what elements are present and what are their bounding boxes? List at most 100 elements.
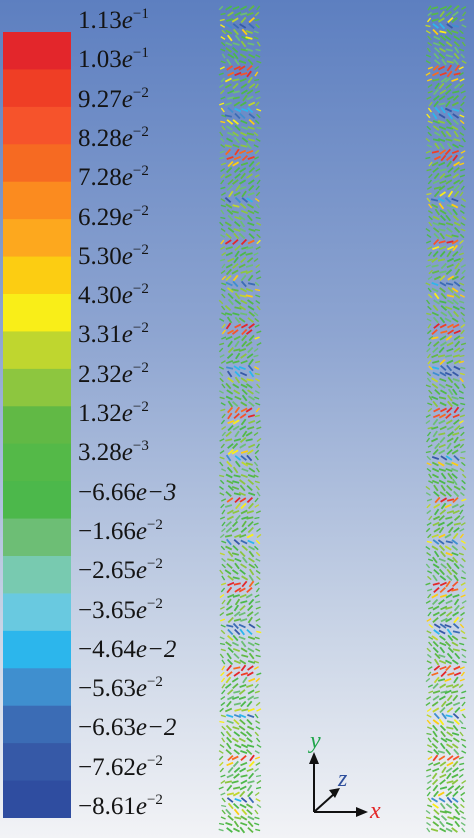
velocity-vector-arrow bbox=[451, 17, 458, 23]
velocity-vector-arrow bbox=[232, 442, 239, 450]
velocity-vector-arrow bbox=[440, 130, 447, 138]
velocity-vector-arrow bbox=[461, 60, 467, 64]
velocity-vector-arrow bbox=[233, 412, 240, 420]
velocity-vector-arrow bbox=[234, 743, 242, 749]
legend-color-swatch bbox=[3, 368, 71, 407]
velocity-vector-arrow bbox=[459, 162, 465, 166]
velocity-vector-arrow bbox=[445, 701, 453, 707]
velocity-vector-arrow bbox=[427, 359, 432, 365]
velocity-vector-arrow bbox=[451, 467, 459, 473]
velocity-vector-arrow bbox=[439, 377, 447, 383]
velocity-vector-arrow bbox=[227, 484, 234, 492]
velocity-vector-arrow bbox=[453, 574, 459, 582]
velocity-vector-arrow bbox=[239, 767, 247, 773]
velocity-vector-arrow bbox=[434, 82, 440, 90]
x-axis-label: x bbox=[369, 798, 381, 824]
velocity-vector-arrow bbox=[226, 287, 234, 293]
velocity-vector-arrow bbox=[232, 23, 240, 29]
velocity-vector-arrow bbox=[425, 72, 431, 76]
velocity-vector-arrow bbox=[439, 611, 447, 617]
velocity-vector-arrow bbox=[241, 520, 247, 528]
legend-color-swatch bbox=[3, 32, 71, 71]
velocity-vector-arrow bbox=[248, 17, 255, 23]
velocity-vector-arrow bbox=[460, 53, 465, 59]
velocity-vector-arrow bbox=[221, 29, 227, 35]
velocity-vector-arrow bbox=[451, 690, 459, 694]
velocity-vector-arrow bbox=[226, 736, 233, 744]
legend-color-swatch bbox=[3, 630, 71, 669]
velocity-vector-arrow bbox=[428, 161, 433, 167]
velocity-vector-arrow bbox=[446, 484, 453, 492]
legend-color-swatch bbox=[3, 518, 71, 557]
velocity-vector-arrow bbox=[453, 335, 461, 341]
velocity-vector-arrow bbox=[446, 185, 454, 191]
velocity-vector-arrow bbox=[460, 797, 465, 803]
velocity-vector-arrow bbox=[221, 468, 227, 472]
velocity-vector-arrow bbox=[446, 406, 453, 414]
velocity-vector-arrow bbox=[220, 36, 226, 40]
velocity-vector-arrow bbox=[459, 407, 465, 413]
velocity-vector-arrow bbox=[221, 737, 226, 743]
velocity-vector-arrow bbox=[233, 492, 242, 496]
velocity-vector-arrow bbox=[220, 714, 226, 718]
velocity-vector-arrow bbox=[232, 544, 239, 552]
velocity-vector-arrow bbox=[254, 750, 260, 754]
velocity-vector-arrow bbox=[453, 35, 461, 41]
velocity-vector-arrow bbox=[240, 527, 248, 533]
velocity-vector-arrow bbox=[431, 18, 439, 22]
velocity-vector-arrow bbox=[454, 652, 461, 660]
velocity-vector-arrow bbox=[427, 35, 432, 41]
velocity-vector-arrow bbox=[452, 630, 461, 634]
velocity-vector-arrow bbox=[460, 366, 466, 370]
velocity-vector-arrow bbox=[459, 678, 465, 682]
velocity-vector-arrow bbox=[219, 516, 226, 520]
velocity-vector-arrow bbox=[425, 60, 431, 64]
velocity-vector-arrow bbox=[246, 197, 254, 203]
velocity-vector-arrow bbox=[256, 803, 262, 809]
velocity-vector-arrow bbox=[459, 509, 464, 515]
velocity-vector-arrow bbox=[234, 708, 242, 712]
velocity-vector-arrow bbox=[232, 791, 240, 797]
velocity-vector-arrow bbox=[432, 467, 440, 473]
velocity-vector-arrow bbox=[221, 323, 226, 329]
velocity-vector-arrow bbox=[427, 588, 433, 592]
velocity-vector-arrow bbox=[233, 389, 241, 395]
velocity-vector-arrow bbox=[246, 149, 254, 155]
velocity-vector-arrow bbox=[247, 317, 254, 323]
velocity-vector-arrow bbox=[438, 245, 447, 251]
velocity-vector-arrow bbox=[234, 340, 240, 348]
velocity-vector-arrow bbox=[432, 245, 440, 251]
velocity-vector-arrow bbox=[428, 480, 434, 484]
velocity-vector-arrow bbox=[433, 748, 440, 756]
velocity-vector-arrow bbox=[452, 173, 460, 179]
velocity-vector-arrow bbox=[221, 575, 226, 581]
legend-tick-label: 8.28e−2 bbox=[78, 123, 149, 152]
legend-tick-label: −8.61e−2 bbox=[78, 792, 163, 820]
velocity-vector-arrow bbox=[240, 5, 248, 11]
velocity-vector-arrow bbox=[238, 365, 246, 371]
velocity-vector-arrow bbox=[444, 371, 452, 377]
velocity-vector-arrow bbox=[220, 258, 226, 262]
velocity-vector-arrow bbox=[232, 143, 240, 149]
velocity-vector-arrow bbox=[254, 336, 260, 340]
velocity-vector-arrow bbox=[220, 107, 225, 113]
velocity-vector-arrow bbox=[220, 269, 226, 275]
velocity-vector-arrow bbox=[445, 413, 452, 419]
velocity-vector-arrow bbox=[256, 527, 261, 533]
velocity-vector-arrow bbox=[220, 780, 226, 784]
velocity-vector-arrow bbox=[231, 695, 240, 701]
velocity-vector-arrow bbox=[221, 336, 227, 340]
velocity-vector-arrow bbox=[221, 252, 227, 256]
velocity-vector-arrow bbox=[256, 383, 261, 389]
velocity-vector-arrow bbox=[444, 689, 452, 695]
velocity-vector-arrow bbox=[445, 233, 453, 239]
velocity-vector-arrow bbox=[432, 563, 440, 569]
velocity-vector-arrow bbox=[432, 119, 441, 125]
velocity-vector-arrow bbox=[461, 383, 466, 389]
velocity-vector-arrow bbox=[233, 767, 241, 773]
velocity-vector-arrow bbox=[428, 251, 433, 257]
velocity-vector-arrow bbox=[440, 550, 446, 558]
velocity-vector-arrow bbox=[227, 257, 235, 263]
velocity-vector-arrow bbox=[445, 552, 453, 556]
velocity-vector-arrow bbox=[256, 533, 262, 539]
